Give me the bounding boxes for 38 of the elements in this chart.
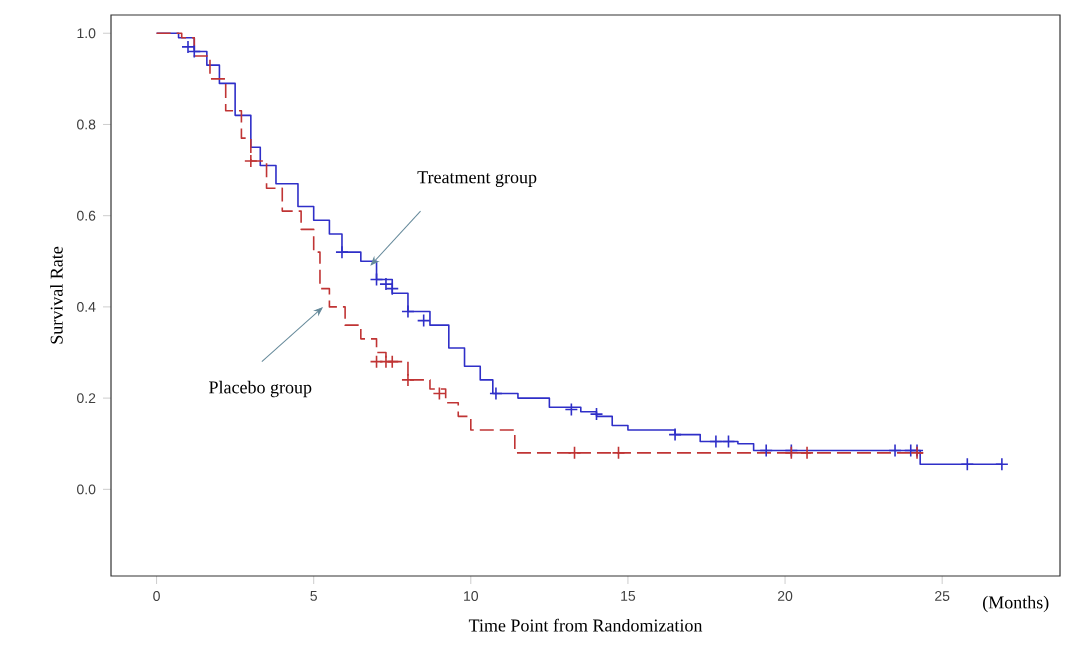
point <box>489 386 503 401</box>
y-tick-label: 0.6 <box>77 210 96 221</box>
point <box>567 446 582 460</box>
point <box>589 407 604 421</box>
point <box>759 443 773 458</box>
point <box>416 313 431 328</box>
y-tick-label: 0.8 <box>77 119 96 130</box>
point <box>611 446 626 460</box>
annotation: Placebo group <box>209 380 312 398</box>
x-tick-label: 20 <box>777 591 793 601</box>
point <box>668 427 682 442</box>
point <box>401 304 415 319</box>
annotation: Treatment group <box>417 171 537 188</box>
point <box>709 434 723 449</box>
point <box>335 245 349 259</box>
y-axis-title: Survival Rate <box>50 246 63 344</box>
point <box>995 457 1009 472</box>
point <box>369 272 384 287</box>
point <box>888 443 902 458</box>
x-tick-label: 25 <box>935 591 950 601</box>
y-tick-label: 1.0 <box>77 28 96 39</box>
x-tick-label: 0 <box>153 591 160 601</box>
y-tick-label: 0.0 <box>77 484 96 495</box>
point <box>960 457 975 472</box>
point <box>721 434 736 449</box>
y-tick-label: 0.4 <box>77 301 96 312</box>
point <box>432 386 447 401</box>
point <box>564 402 579 417</box>
y-tick-label: 0.2 <box>77 393 96 404</box>
point <box>800 446 814 460</box>
point <box>385 354 400 369</box>
point <box>244 154 258 168</box>
x-tick-label: 15 <box>621 591 636 601</box>
x-tick-label: 5 <box>310 591 317 601</box>
x-tick-label: 10 <box>464 591 479 601</box>
x-axis-title: Time Point from Randomization <box>468 618 703 632</box>
text: (Months) <box>983 595 1049 613</box>
point <box>401 373 415 387</box>
